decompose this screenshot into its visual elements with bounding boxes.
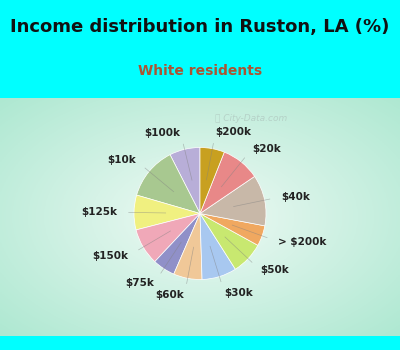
Wedge shape (200, 176, 266, 226)
Text: $75k: $75k (126, 278, 154, 288)
Text: $200k: $200k (216, 127, 252, 137)
Wedge shape (170, 147, 200, 214)
Wedge shape (200, 214, 235, 279)
Wedge shape (200, 147, 224, 214)
Wedge shape (200, 152, 254, 214)
Wedge shape (174, 214, 202, 280)
Text: ⓘ City-Data.com: ⓘ City-Data.com (215, 114, 287, 123)
Wedge shape (200, 214, 258, 269)
Text: $150k: $150k (92, 251, 128, 261)
Text: $60k: $60k (156, 290, 184, 300)
Wedge shape (134, 195, 200, 230)
Text: White residents: White residents (138, 64, 262, 78)
Text: $125k: $125k (81, 207, 117, 217)
Text: $100k: $100k (144, 128, 180, 138)
Text: $20k: $20k (252, 144, 281, 154)
Wedge shape (136, 214, 200, 261)
Text: $30k: $30k (224, 288, 253, 298)
Text: $50k: $50k (261, 265, 289, 275)
Wedge shape (200, 214, 265, 245)
Text: > $200k: > $200k (278, 237, 327, 247)
Wedge shape (155, 214, 200, 274)
Text: $40k: $40k (282, 192, 310, 202)
Text: $10k: $10k (107, 155, 136, 166)
Wedge shape (137, 155, 200, 214)
Text: Income distribution in Ruston, LA (%): Income distribution in Ruston, LA (%) (10, 19, 390, 36)
